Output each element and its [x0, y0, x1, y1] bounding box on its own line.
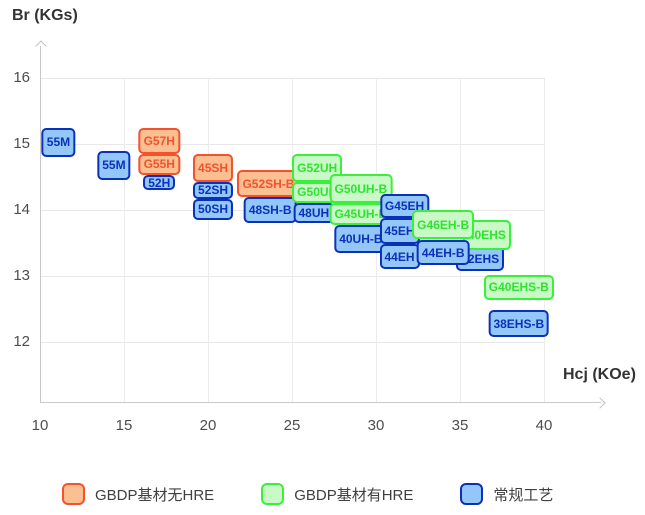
legend-item-label: GBDP基材有HRE [294, 486, 414, 504]
grade-box-g55h[interactable]: G55H [138, 153, 180, 175]
y-tick-label: 15 [13, 135, 30, 152]
x-axis-arrow-icon [594, 396, 606, 409]
legend-item-conventional[interactable]: 常规工艺 [460, 483, 553, 505]
gridline-vertical [208, 78, 209, 402]
grade-box-g57h[interactable]: G57H [138, 127, 180, 154]
legend-swatch-icon [460, 483, 484, 505]
y-axis-arrow-icon [34, 40, 47, 52]
legend-item-label: GBDP基材无HRE [95, 486, 215, 504]
grade-box-g46eh-b[interactable]: G46EH-B [412, 210, 475, 240]
grade-box-38ehs-b[interactable]: 38EHS-B [488, 310, 550, 338]
y-axis-line [40, 46, 41, 402]
gridline-vertical [124, 78, 125, 402]
legend-swatch-icon [261, 483, 285, 505]
y-tick-label: 16 [13, 69, 30, 86]
x-tick-label: 25 [283, 417, 301, 434]
y-tick-label: 13 [13, 267, 30, 284]
x-tick-label: 10 [31, 417, 49, 434]
gridline-vertical [544, 78, 545, 402]
grade-box-44eh[interactable]: 44EH [379, 243, 420, 270]
x-tick-label: 40 [535, 417, 553, 434]
y-tick-label: 12 [13, 333, 30, 350]
x-tick-label: 30 [367, 417, 385, 434]
grade-box-g52sh-b[interactable]: G52SH-B [237, 170, 300, 197]
x-axis-line [40, 402, 601, 403]
grade-box-g50uh-b[interactable]: G50UH-B [329, 173, 393, 204]
legend-item-gbdp-no-hre[interactable]: GBDP基材无HRE [62, 483, 214, 505]
grade-box-40uh-b[interactable]: 40UH-B [334, 225, 388, 253]
x-tick-label: 20 [199, 417, 217, 434]
legend-swatch-icon [62, 483, 85, 505]
grade-box-45sh[interactable]: 45SH [193, 153, 234, 182]
x-tick-label: 35 [451, 417, 469, 434]
x-axis-title: Hcj (KOe) [563, 366, 636, 383]
grade-box-g40ehs-b[interactable]: G40EHS-B [483, 274, 554, 300]
grade-box-50sh[interactable]: 50SH [193, 198, 234, 220]
gridline-vertical [292, 78, 293, 402]
grade-box-48sh-b[interactable]: 48SH-B [243, 196, 297, 224]
legend-item-label: 常规工艺 [493, 486, 554, 504]
grade-box-52h[interactable]: 52H [143, 175, 176, 191]
legend: GBDP基材无HRE GBDP基材有HRE 常规工艺 [62, 483, 553, 505]
grade-box-44eh-b[interactable]: 44EH-B [416, 239, 470, 266]
grade-box-52sh[interactable]: 52SH [193, 181, 234, 199]
grade-box-g45uh-b[interactable]: G45UH-B [329, 203, 393, 225]
x-tick-label: 15 [115, 417, 133, 434]
legend-item-gbdp-hre[interactable]: GBDP基材有HRE [261, 483, 413, 505]
y-axis-title: Br (KGs) [12, 7, 78, 24]
grade-box-55m[interactable]: 55M [41, 127, 76, 158]
grade-box-55m[interactable]: 55M [97, 150, 131, 181]
grade-box-48uh[interactable]: 48UH [293, 203, 335, 224]
y-tick-label: 14 [13, 201, 30, 218]
grade-box-g45eh[interactable]: G45EH [379, 193, 430, 218]
